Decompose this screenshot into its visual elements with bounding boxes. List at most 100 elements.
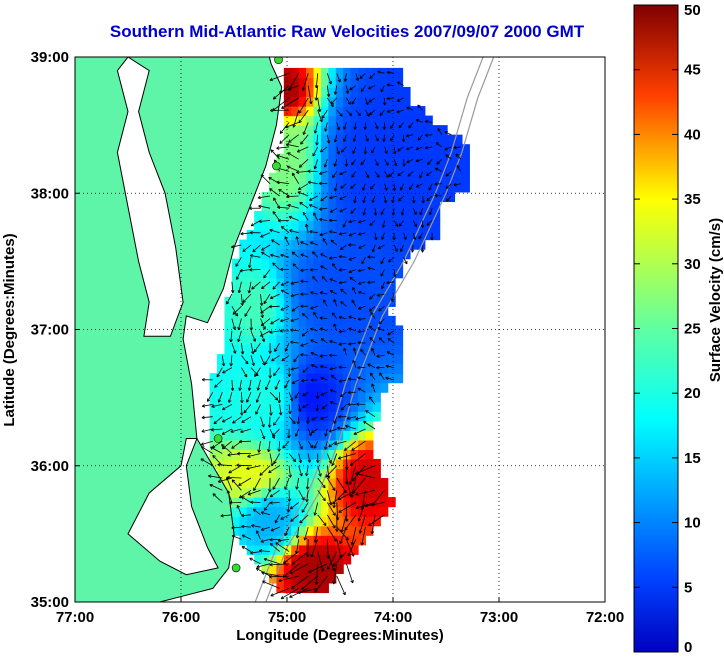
- velocity-cell: [239, 535, 248, 546]
- velocity-cell: [335, 144, 344, 155]
- velocity-cell: [358, 535, 367, 546]
- velocity-arrow: [340, 244, 347, 250]
- velocity-arrow: [250, 330, 257, 342]
- velocity-cell: [454, 144, 463, 155]
- velocity-cell: [335, 96, 344, 107]
- velocity-cell: [254, 344, 263, 355]
- velocity-cell: [409, 239, 418, 250]
- velocity-arrow: [272, 97, 290, 112]
- velocity-cell: [350, 96, 359, 107]
- velocity-cell: [261, 401, 270, 412]
- velocity-cell: [306, 373, 315, 384]
- x-tick-label: 77:00: [56, 609, 94, 626]
- velocity-cell: [298, 344, 307, 355]
- velocity-cell: [343, 230, 352, 241]
- y-tick-label: 37:00: [31, 322, 69, 339]
- velocity-cell: [320, 153, 329, 164]
- velocity-cell: [372, 315, 381, 327]
- velocity-cell: [231, 525, 240, 536]
- velocity-cell: [320, 325, 329, 336]
- velocity-arrow: [434, 193, 442, 198]
- velocity-cell: [372, 497, 381, 508]
- velocity-arrow: [280, 267, 290, 272]
- velocity-cell: [358, 230, 367, 241]
- velocity-cell: [395, 334, 404, 346]
- velocity-arrow: [276, 180, 290, 185]
- velocity-cell: [283, 563, 292, 574]
- velocity-cell: [320, 115, 329, 126]
- velocity-arrow: [378, 305, 385, 312]
- velocity-cell: [328, 516, 337, 527]
- velocity-arrow: [326, 502, 336, 516]
- velocity-cell: [365, 296, 374, 307]
- velocity-arrow: [302, 211, 309, 221]
- velocity-arrow: [367, 266, 376, 270]
- velocity-cell: [335, 210, 344, 222]
- velocity-cell: [261, 439, 270, 450]
- velocity-arrow: [320, 253, 328, 258]
- velocity-arrow: [209, 483, 223, 491]
- velocity-arrow: [320, 364, 328, 369]
- velocity-cell: [365, 506, 374, 517]
- velocity-cell: [231, 373, 240, 384]
- velocity-cell: [254, 554, 263, 565]
- velocity-cell: [276, 191, 285, 203]
- velocity-arrow: [268, 343, 272, 354]
- velocity-cell: [268, 287, 277, 298]
- velocity-cell: [343, 306, 352, 317]
- velocity-cell: [291, 468, 300, 479]
- velocity-arrow: [240, 404, 244, 416]
- velocity-cell: [313, 497, 322, 508]
- velocity-arrow: [298, 109, 309, 124]
- velocity-arrow: [241, 355, 249, 365]
- velocity-cell: [239, 363, 248, 374]
- x-tick-label: 74:00: [374, 609, 412, 626]
- velocity-arrow: [382, 97, 387, 106]
- y-tick-label: 39:00: [31, 49, 69, 66]
- velocity-cell: [298, 258, 307, 269]
- velocity-cell: [395, 354, 404, 365]
- velocity-cell: [328, 153, 337, 164]
- velocity-cell: [261, 287, 270, 298]
- velocity-cell: [365, 449, 374, 460]
- velocity-arrow: [291, 251, 299, 258]
- velocity-cell: [291, 554, 300, 565]
- velocity-arrow: [252, 508, 261, 516]
- velocity-cell: [276, 430, 285, 441]
- velocity-arrow: [310, 378, 318, 382]
- velocity-cell: [335, 230, 344, 241]
- velocity-cell: [387, 153, 396, 164]
- velocity-cell: [306, 163, 315, 174]
- velocity-cell: [320, 182, 329, 193]
- velocity-cell: [320, 277, 329, 288]
- velocity-cell: [328, 172, 337, 183]
- velocity-cell: [350, 210, 359, 222]
- velocity-cell: [335, 373, 344, 384]
- velocity-cell: [350, 401, 359, 412]
- velocity-cell: [447, 163, 456, 174]
- velocity-cell: [276, 544, 285, 555]
- velocity-arrow: [398, 122, 404, 129]
- velocity-arrow: [298, 97, 309, 114]
- velocity-cell: [306, 334, 315, 346]
- velocity-cell: [246, 344, 255, 355]
- velocity-arrow: [255, 404, 261, 415]
- velocity-cell: [291, 134, 300, 145]
- velocity-cell: [380, 382, 389, 393]
- velocity-cell: [320, 458, 329, 470]
- velocity-arrow: [329, 290, 337, 295]
- velocity-arrow: [400, 208, 405, 216]
- velocity-cell: [387, 115, 396, 126]
- velocity-arrow: [329, 401, 337, 405]
- velocity-arrow: [268, 304, 280, 309]
- velocity-cell: [365, 420, 374, 431]
- velocity-cell: [254, 458, 263, 470]
- velocity-arrow: [281, 97, 299, 109]
- velocity-cell: [298, 430, 307, 441]
- velocity-arrow: [397, 81, 404, 86]
- velocity-cell: [224, 411, 233, 422]
- velocity-cell: [387, 182, 396, 193]
- velocity-cell: [291, 106, 300, 117]
- velocity-arrow: [230, 379, 235, 391]
- velocity-cell: [343, 449, 352, 460]
